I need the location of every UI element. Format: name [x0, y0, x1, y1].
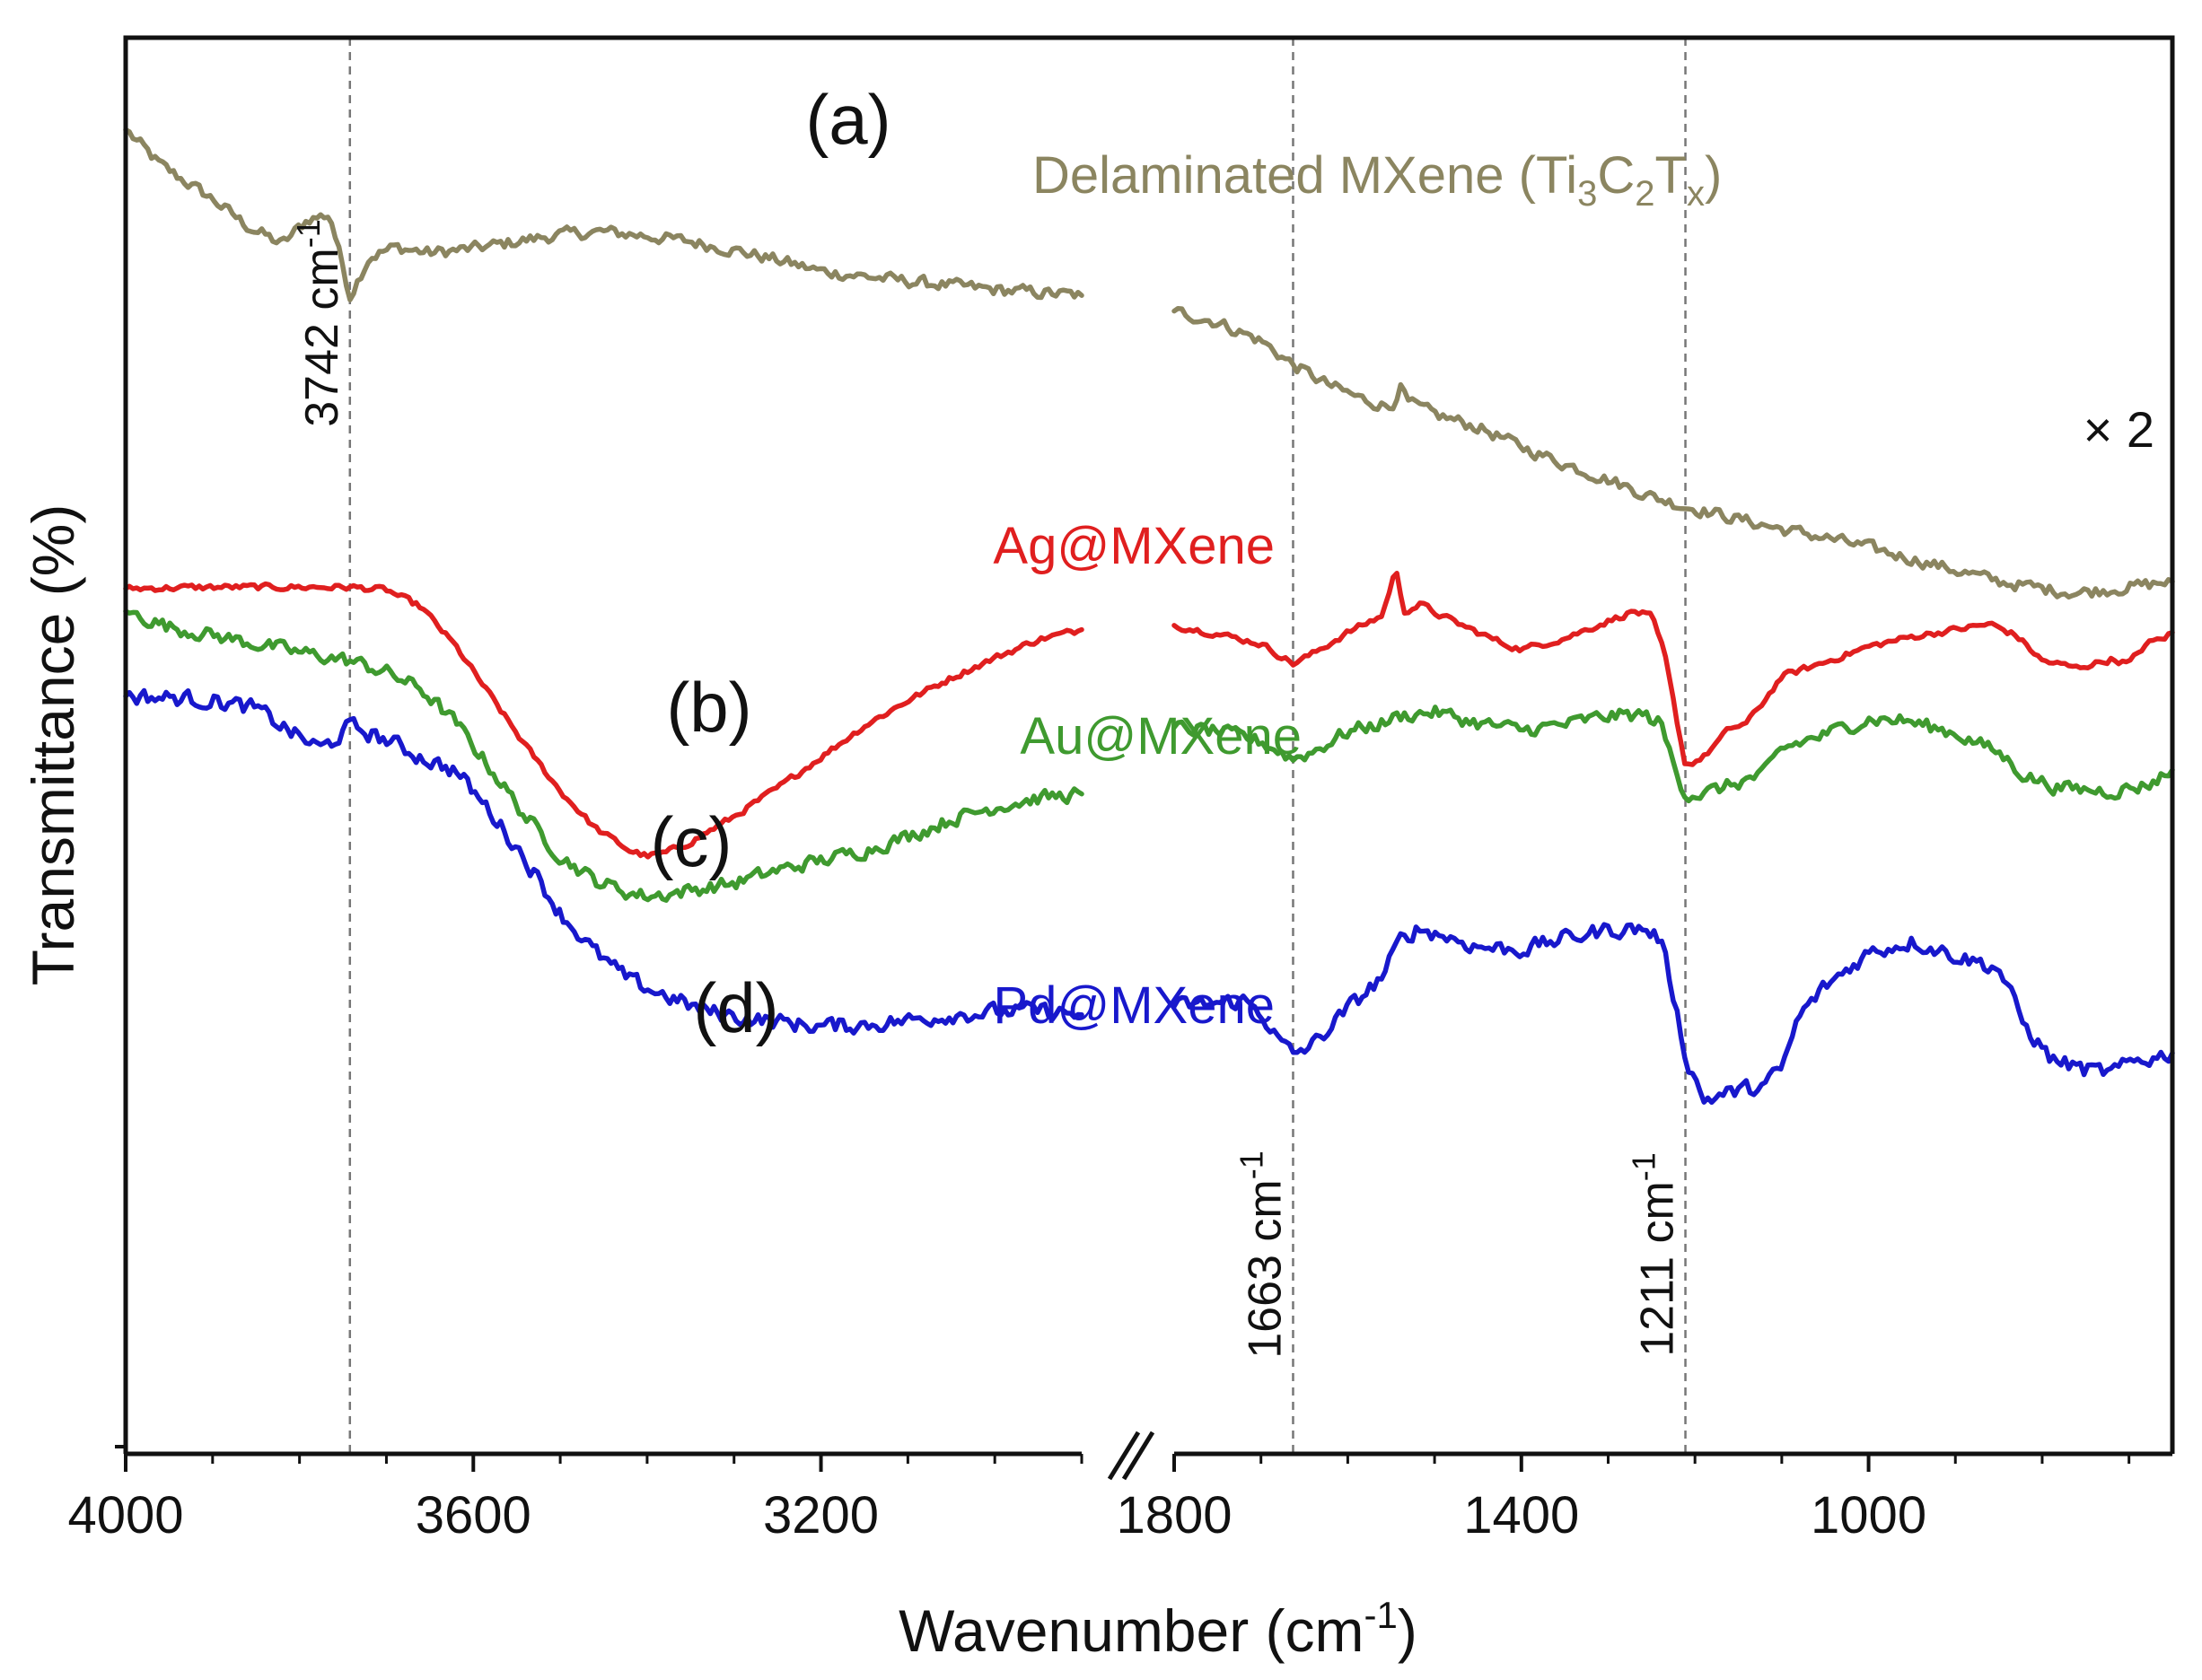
x-tick-label-1000: 1000 — [1811, 1486, 1926, 1544]
series-b-line-high — [123, 581, 1084, 860]
x-tick-label-1800: 1800 — [1116, 1486, 1232, 1544]
series-c-letter: (c) — [651, 802, 733, 881]
series-c-line-low — [1171, 704, 2175, 804]
x-axis-title: Wavenumber (cm-1) — [899, 1594, 1417, 1664]
reference-lines — [348, 38, 1687, 1454]
series-a-name: Delaminated MXene (Ti3C2Tx) — [1032, 146, 1722, 214]
axes — [115, 35, 2175, 1481]
frame-top-left — [123, 35, 2175, 1454]
series-a-line-low — [1171, 305, 2175, 600]
reference-label-1663: 1663 cm-1 — [1233, 1151, 1292, 1358]
series-d-name: Pd@MXene — [993, 976, 1275, 1035]
series-b-line-low — [1171, 570, 2175, 767]
x-tick-label-4000: 4000 — [67, 1486, 183, 1544]
x-axis-tick-labels: 4000 3600 3200 1800 1400 1000 — [67, 1486, 1926, 1544]
x-tick-label-3600: 3600 — [416, 1486, 531, 1544]
series-d-line-low — [1171, 922, 2175, 1106]
series-d-line-high — [123, 687, 1084, 1036]
multiplier-label: × 2 — [2084, 401, 2154, 458]
series-c-line-high — [123, 608, 1084, 903]
series-a — [123, 127, 2175, 600]
series-labels: (a) Delaminated MXene (Ti3C2Tx) (b) Ag@MXen… — [651, 80, 1723, 1047]
series-b-letter: (b) — [666, 668, 751, 747]
series-b — [123, 570, 2175, 860]
reference-label-1211: 1211 cm-1 — [1626, 1152, 1684, 1357]
series-b-name: Ag@MXene — [993, 517, 1275, 575]
series-a-line-high — [123, 127, 1084, 302]
y-axis-title: Transmittance (%) — [20, 504, 86, 986]
axis-break-marker — [1107, 1431, 1155, 1481]
x-tick-label-1400: 1400 — [1463, 1486, 1579, 1544]
reference-label-3742: 3742 cm-1 — [290, 219, 348, 426]
x-axis-ticks — [124, 1454, 2131, 1472]
series-d-letter: (d) — [693, 968, 778, 1047]
series-a-letter: (a) — [805, 80, 890, 159]
series-c — [123, 608, 2175, 903]
series-layer — [123, 127, 2175, 1106]
series-d — [123, 687, 2175, 1106]
series-c-name: Au@MXene — [1020, 707, 1302, 766]
reference-line-labels: 3742 cm-1 1663 cm-1 1211 cm-1 — [290, 219, 1684, 1358]
x-tick-label-3200: 3200 — [763, 1486, 879, 1544]
